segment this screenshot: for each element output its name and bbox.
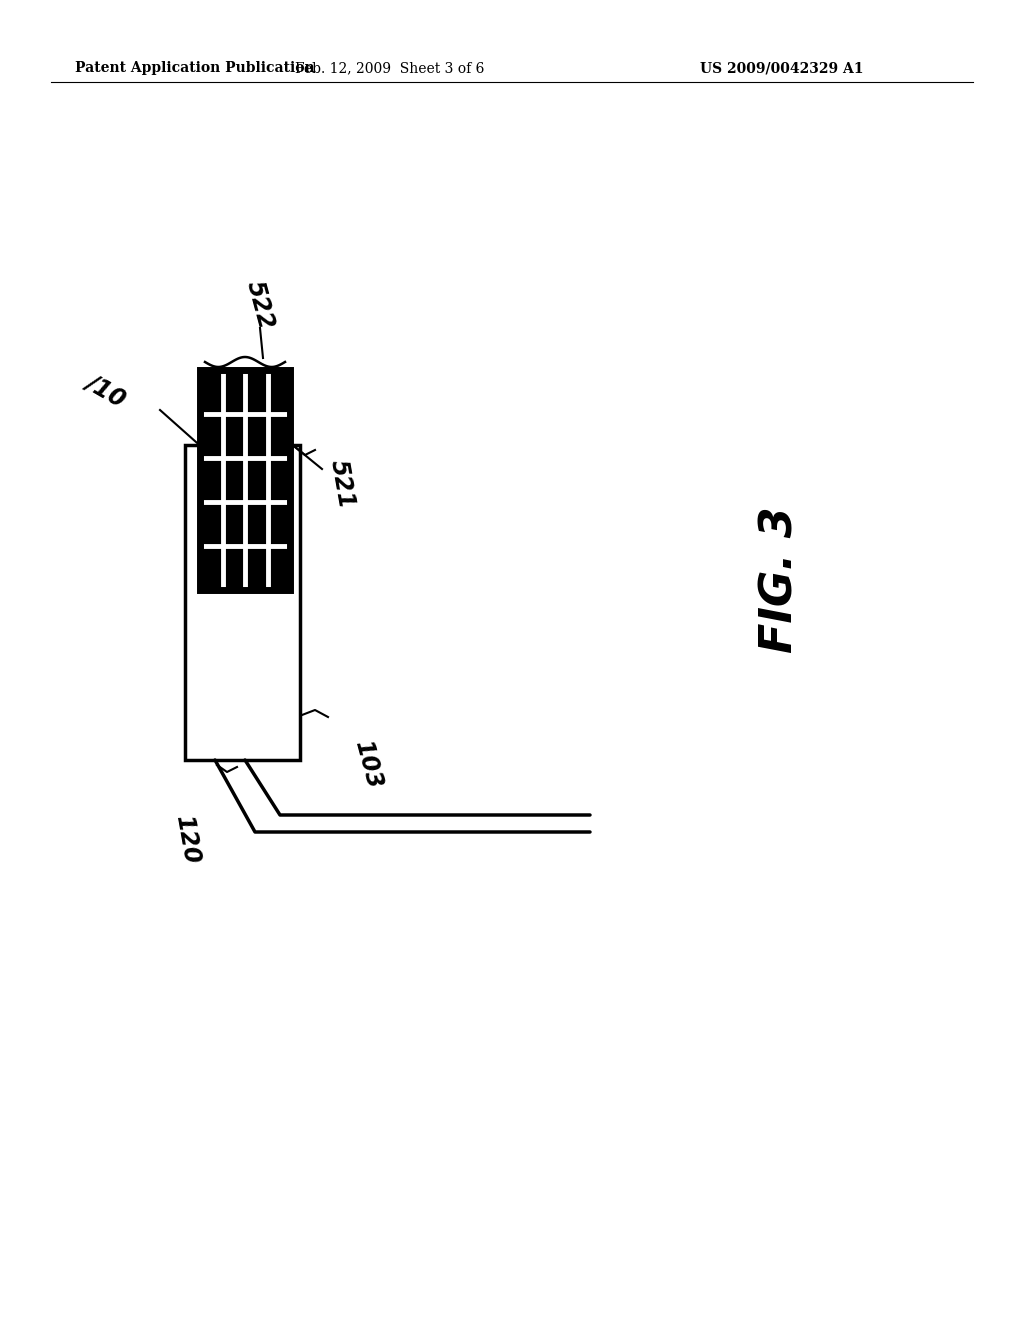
Text: US 2009/0042329 A1: US 2009/0042329 A1 xyxy=(700,61,863,75)
Text: Feb. 12, 2009  Sheet 3 of 6: Feb. 12, 2009 Sheet 3 of 6 xyxy=(295,61,484,75)
Text: 522: 522 xyxy=(242,279,278,333)
Text: 103: 103 xyxy=(350,738,386,792)
Text: FIG. 3: FIG. 3 xyxy=(759,507,802,653)
Text: Patent Application Publication: Patent Application Publication xyxy=(75,61,314,75)
Bar xyxy=(200,370,290,590)
Text: /10: /10 xyxy=(82,370,130,411)
Text: 120: 120 xyxy=(171,813,203,866)
Bar xyxy=(200,370,290,590)
Bar xyxy=(185,445,300,760)
Text: 521: 521 xyxy=(326,458,358,511)
